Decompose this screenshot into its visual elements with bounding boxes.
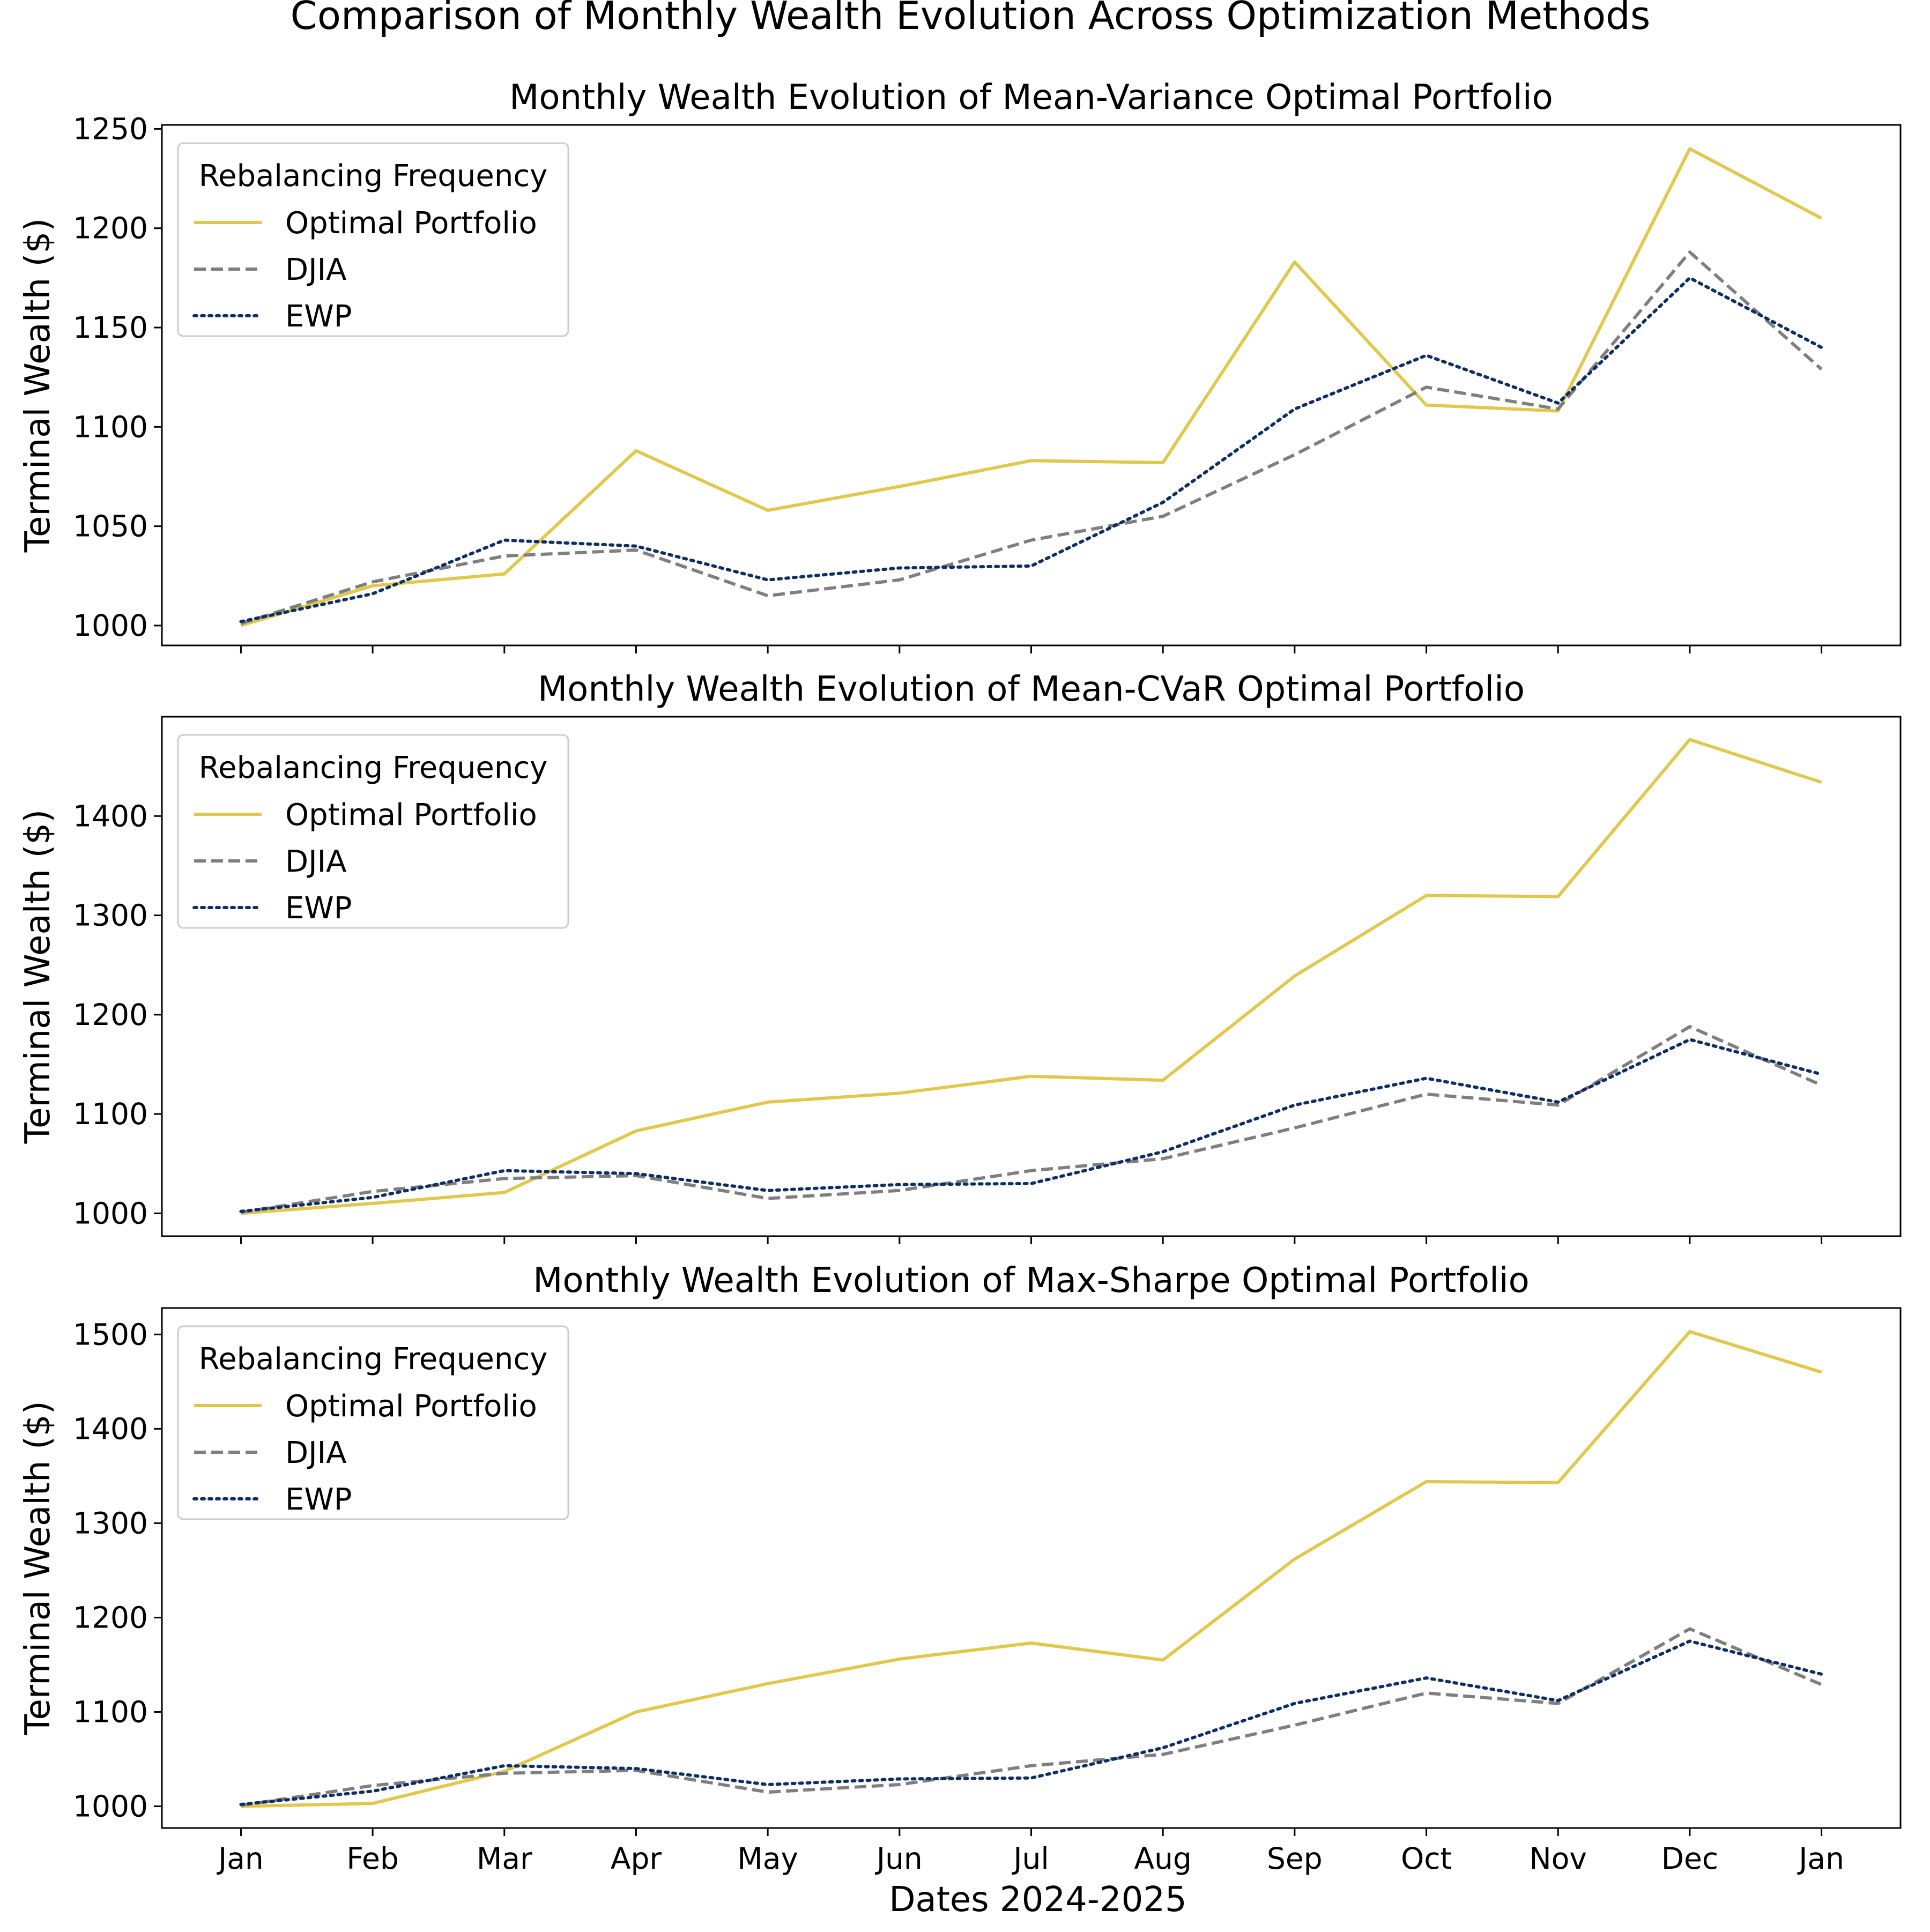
figure-title: Comparison of Monthly Wealth Evolution A… — [291, 0, 1651, 38]
legend-box — [177, 142, 569, 337]
legend-entry: Optimal Portfolio — [285, 1389, 537, 1424]
x-tick-label: Jan — [217, 1841, 264, 1876]
y-tick-label: 1300 — [73, 898, 148, 933]
legend-entry: EWP — [285, 299, 352, 334]
y-axis-label: Terminal Wealth ($) — [18, 809, 58, 1144]
legend: Rebalancing Frequency Optimal Portfolio DJ… — [177, 1325, 569, 1520]
series-line-ewp — [239, 1038, 1823, 1213]
x-tick-label: Aug — [1134, 1841, 1191, 1876]
y-tick-label: 1000 — [73, 608, 148, 643]
panel-1: Monthly Wealth Evolution of Mean-Varianc… — [18, 78, 1902, 653]
panel-title: Monthly Wealth Evolution of Mean-Varianc… — [509, 78, 1553, 117]
x-tick-label: Jan — [1797, 1841, 1844, 1876]
axes-frame — [161, 716, 1902, 1237]
y-tick-label: 1050 — [73, 509, 148, 544]
series-line-optimal-portfolio — [240, 147, 1823, 627]
y-tick-label: 1400 — [73, 799, 148, 833]
x-tick-label: May — [737, 1841, 798, 1876]
legend-entry: EWP — [285, 891, 352, 926]
x-tick-label: Apr — [611, 1841, 662, 1876]
x-tick-label: Oct — [1401, 1841, 1452, 1876]
panel-3: Monthly Wealth Evolution of Max-Sharpe O… — [18, 1261, 1902, 1876]
series-line-djia — [240, 250, 1823, 626]
y-tick-label: 1200 — [73, 1600, 148, 1634]
series-line-ewp — [239, 1639, 1823, 1806]
legend-title: Rebalancing Frequency — [199, 1342, 548, 1377]
series-line-djia — [240, 1627, 1822, 1807]
x-tick-label: Jul — [1012, 1841, 1049, 1876]
series-line-optimal-portfolio — [241, 738, 1822, 1215]
x-tick-label: Nov — [1530, 1841, 1587, 1876]
panel-title: Monthly Wealth Evolution of Mean-CVaR Op… — [538, 670, 1525, 709]
panel-title: Monthly Wealth Evolution of Max-Sharpe O… — [533, 1261, 1530, 1301]
legend-entry: DJIA — [285, 252, 346, 287]
y-tick-label: 1150 — [73, 310, 148, 345]
legend-title: Rebalancing Frequency — [199, 750, 548, 785]
legend-title: Rebalancing Frequency — [199, 159, 548, 194]
x-tick-label: Dec — [1661, 1841, 1718, 1876]
y-tick-label: 1250 — [73, 112, 148, 146]
legend-box — [177, 1325, 569, 1520]
panel-2: Monthly Wealth Evolution of Mean-CVaR Op… — [18, 670, 1902, 1244]
series-line-optimal-portfolio — [241, 1330, 1822, 1808]
legend: Rebalancing Frequency Optimal Portfolio DJ… — [177, 142, 569, 337]
y-tick-label: 1100 — [73, 1097, 148, 1131]
legend-entry: Optimal Portfolio — [285, 798, 537, 833]
legend-entry: EWP — [285, 1482, 352, 1517]
y-tick-label: 1100 — [73, 410, 148, 444]
y-tick-label: 1400 — [73, 1411, 148, 1446]
y-axis-label: Terminal Wealth ($) — [18, 218, 58, 553]
axes-frame — [161, 124, 1902, 647]
y-tick-label: 1200 — [73, 998, 148, 1032]
x-tick-label: Mar — [477, 1841, 532, 1876]
legend: Rebalancing Frequency Optimal Portfolio DJ… — [177, 734, 569, 929]
series-line-ewp — [239, 276, 1823, 623]
legend-entry: Optimal Portfolio — [285, 206, 537, 241]
y-tick-label: 1000 — [73, 1789, 148, 1824]
x-tick-label: Sep — [1267, 1841, 1323, 1876]
series-line-djia — [240, 1025, 1822, 1214]
y-tick-label: 1100 — [73, 1695, 148, 1729]
y-tick-label: 1000 — [73, 1196, 148, 1230]
y-axis-label: Terminal Wealth ($) — [18, 1401, 58, 1735]
y-tick-label: 1300 — [73, 1506, 148, 1540]
legend-entry: DJIA — [285, 844, 346, 879]
legend-box — [177, 734, 569, 929]
panels: Monthly Wealth Evolution of Mean-Varianc… — [18, 78, 1902, 1876]
axes-frame — [161, 1307, 1902, 1829]
x-tick-label: Feb — [346, 1841, 398, 1876]
y-tick-label: 1500 — [73, 1317, 148, 1351]
legend-entry: DJIA — [285, 1436, 346, 1470]
y-tick-label: 1200 — [73, 211, 148, 246]
x-tick-label: Jun — [875, 1841, 923, 1876]
x-axis-label: Dates 2024-2025 — [889, 1880, 1187, 1920]
